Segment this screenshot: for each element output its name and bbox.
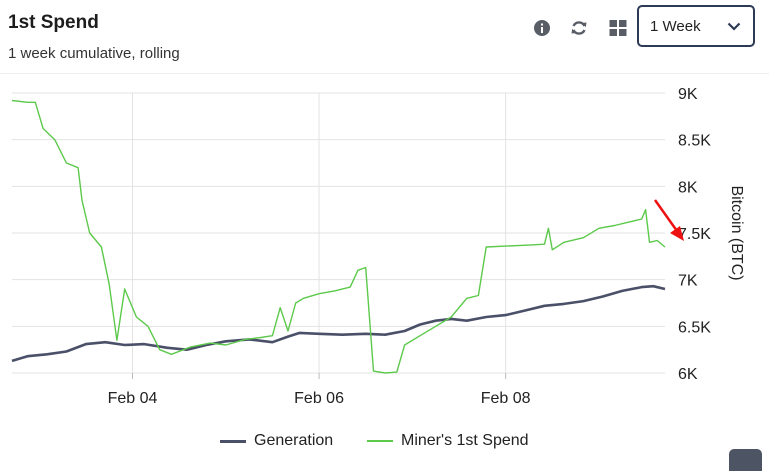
refresh-icon[interactable] bbox=[569, 18, 589, 38]
page-title: 1st Spend bbox=[8, 12, 99, 33]
x-tick-label: Feb 08 bbox=[481, 390, 531, 407]
x-axis: Feb 04 Feb 06 Feb 08 bbox=[108, 373, 531, 407]
info-icon[interactable] bbox=[532, 18, 552, 38]
x-tick-label: Feb 06 bbox=[294, 390, 344, 407]
annotation-arrow bbox=[653, 199, 684, 241]
y-axis: 9K 8.5K 8K 7.5K 7K 6.5K 6K bbox=[678, 86, 711, 383]
y-tick-label: 8.5K bbox=[678, 133, 711, 150]
legend-swatch bbox=[367, 440, 393, 442]
series-line-miner-spend[interactable] bbox=[11, 99, 666, 374]
header-divider bbox=[0, 73, 769, 74]
y-axis-label: Bitcoin (BTC) bbox=[728, 185, 745, 280]
legend-swatch bbox=[220, 439, 246, 443]
page-subtitle: 1 week cumulative, rolling bbox=[8, 45, 180, 62]
y-tick-label: 8K bbox=[678, 179, 698, 196]
scroll-to-top-button[interactable] bbox=[729, 449, 762, 471]
chart-series bbox=[11, 99, 666, 374]
y-tick-label: 6K bbox=[678, 366, 698, 383]
legend-item-generation[interactable]: Generation bbox=[220, 432, 333, 450]
series-line-generation[interactable] bbox=[11, 284, 666, 363]
time-range-select[interactable]: 1 Week bbox=[637, 5, 755, 47]
chart-grid bbox=[12, 92, 665, 374]
legend-item-miner-spend[interactable]: Miner's 1st Spend bbox=[367, 432, 529, 450]
line-chart: Feb 04 Feb 06 Feb 08 9K8.5K8K7.5K7K6.5K6K … bbox=[11, 86, 745, 407]
y-tick-label: 9K bbox=[678, 86, 698, 103]
x-tick-label: Feb 04 bbox=[108, 390, 158, 407]
legend-label: Generation bbox=[254, 432, 334, 449]
y-tick-label: 7.5K bbox=[678, 226, 711, 243]
y-tick-label: 7K bbox=[678, 273, 698, 290]
legend-label: Miner's 1st Spend bbox=[401, 432, 529, 449]
time-range-value: 1 Week bbox=[650, 17, 701, 35]
grid-icon[interactable] bbox=[608, 18, 628, 38]
chevron-down-icon bbox=[727, 22, 741, 31]
y-tick-label: 6.5K bbox=[678, 319, 711, 336]
